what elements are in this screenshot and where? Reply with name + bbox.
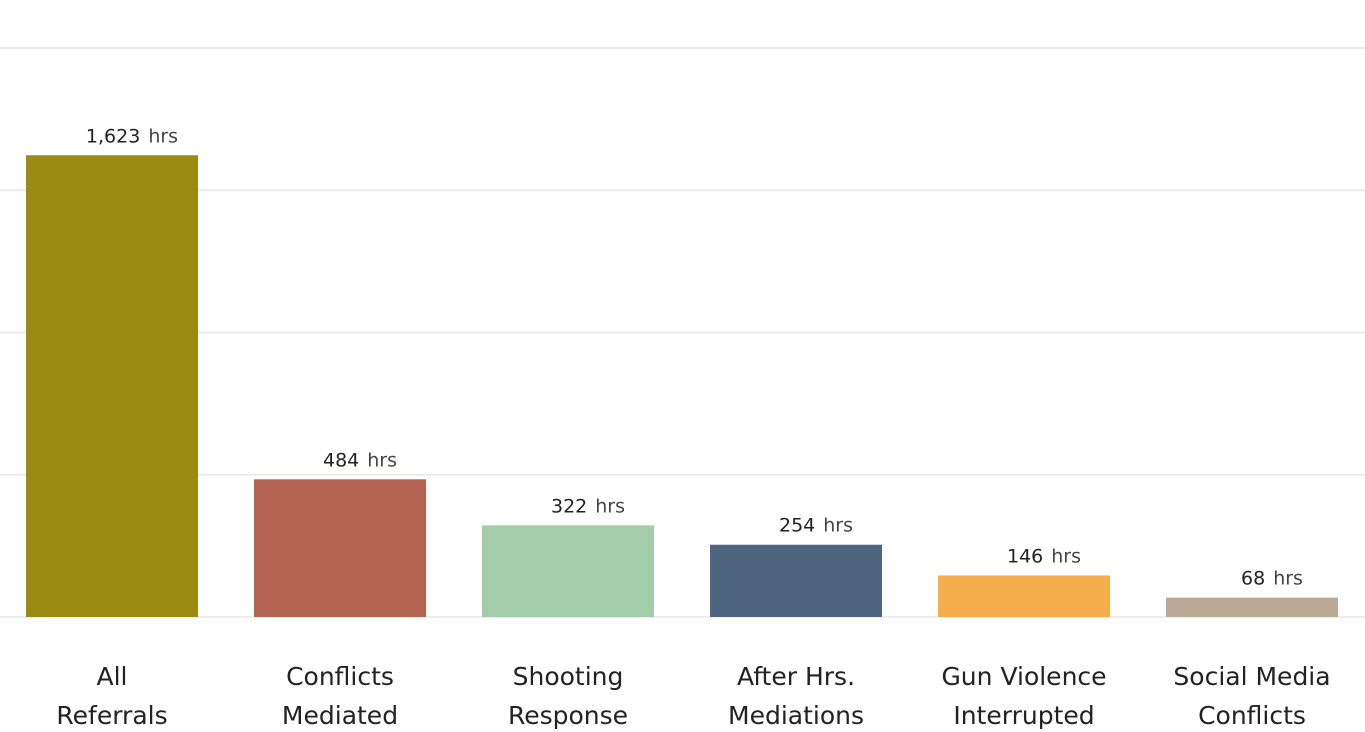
bar <box>254 479 426 617</box>
value-number: 146 <box>1007 545 1043 567</box>
x-tick-label: Conflicts <box>286 662 394 691</box>
x-tick-label: Mediated <box>282 701 398 730</box>
x-tick-label: Mediations <box>728 701 864 730</box>
value-number: 322 <box>551 495 587 517</box>
x-tick-label: Interrupted <box>953 701 1094 730</box>
value-label: 254 hrs <box>779 514 853 536</box>
value-label: 146 hrs <box>1007 545 1081 567</box>
value-number: 1,623 <box>86 125 140 147</box>
x-tick-label: Gun Violence <box>941 662 1106 691</box>
bar <box>710 544 882 617</box>
value-unit: hrs <box>1051 545 1081 567</box>
x-tick-label: Shooting <box>513 662 624 691</box>
x-tick-label: Referrals <box>56 701 167 730</box>
bar <box>26 155 198 617</box>
value-label: 322 hrs <box>551 495 625 517</box>
bar <box>482 525 654 617</box>
value-number: 68 <box>1241 567 1265 589</box>
value-number: 254 <box>779 514 815 536</box>
bar <box>1166 597 1338 617</box>
value-label: 1,623 hrs <box>86 125 178 147</box>
x-tick-label: Response <box>508 701 628 730</box>
value-unit: hrs <box>823 514 853 536</box>
value-label: 68 hrs <box>1241 567 1303 589</box>
value-unit: hrs <box>148 125 178 147</box>
x-tick-label: All <box>97 662 128 691</box>
x-tick-label: Social Media <box>1173 662 1330 691</box>
x-tick-label: Conflicts <box>1198 701 1306 730</box>
value-label: 484 hrs <box>323 449 397 471</box>
value-unit: hrs <box>595 495 625 517</box>
bar <box>938 575 1110 617</box>
value-number: 484 <box>323 449 359 471</box>
value-unit: hrs <box>1273 567 1303 589</box>
value-unit: hrs <box>367 449 397 471</box>
x-tick-label: After Hrs. <box>737 662 855 691</box>
